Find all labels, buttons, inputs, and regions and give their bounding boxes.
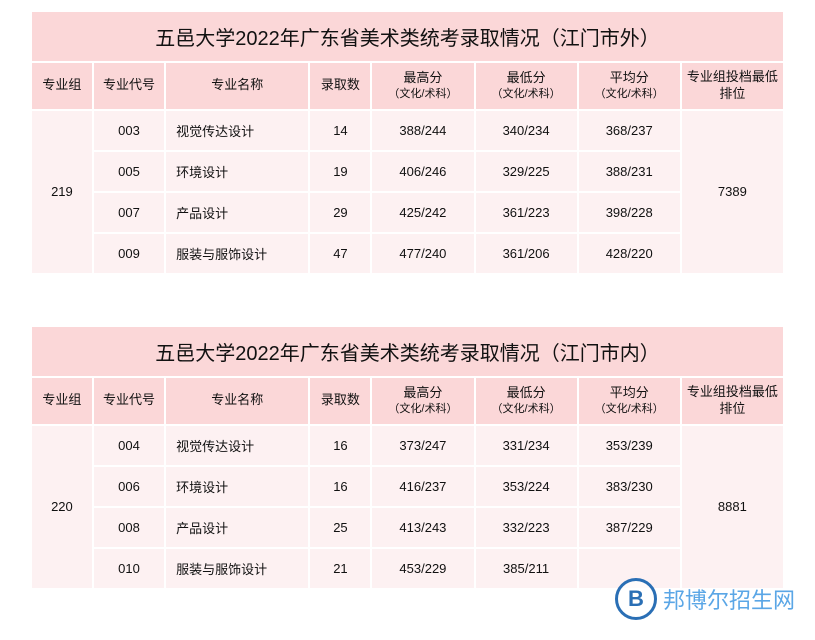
cell-name: 环境设计 (165, 466, 309, 507)
cell-name: 服装与服饰设计 (165, 548, 309, 589)
cell-max: 477/240 (371, 233, 474, 274)
col-rank: 专业组投档最低排位 (681, 62, 784, 110)
cell-code: 006 (93, 466, 165, 507)
cell-name: 环境设计 (165, 151, 309, 192)
cell-min: 329/225 (475, 151, 578, 192)
col-max: 最高分（文化/术科） (371, 377, 474, 425)
table-row: 220004视觉传达设计16373/247331/234353/2398881 (31, 425, 784, 466)
col-group: 专业组 (31, 62, 93, 110)
cell-count: 47 (309, 233, 371, 274)
cell-count: 19 (309, 151, 371, 192)
cell-min: 353/224 (475, 466, 578, 507)
col-min: 最低分（文化/术科） (475, 62, 578, 110)
cell-name: 视觉传达设计 (165, 110, 309, 151)
col-count: 录取数 (309, 377, 371, 425)
cell-rank: 8881 (681, 425, 784, 589)
admission-table: 五邑大学2022年广东省美术类统考录取情况（江门市外）专业组专业代号专业名称录取… (30, 10, 785, 275)
col-name: 专业名称 (165, 62, 309, 110)
cell-max: 373/247 (371, 425, 474, 466)
cell-group: 220 (31, 425, 93, 589)
table-title: 五邑大学2022年广东省美术类统考录取情况（江门市内） (31, 326, 784, 377)
table-row: 219003视觉传达设计14388/244340/234368/2377389 (31, 110, 784, 151)
cell-count: 16 (309, 425, 371, 466)
cell-min: 332/223 (475, 507, 578, 548)
cell-code: 004 (93, 425, 165, 466)
col-min: 最低分（文化/术科） (475, 377, 578, 425)
cell-name: 产品设计 (165, 507, 309, 548)
cell-code: 009 (93, 233, 165, 274)
col-avg: 平均分（文化/术科） (578, 62, 681, 110)
cell-count: 21 (309, 548, 371, 589)
cell-count: 25 (309, 507, 371, 548)
cell-count: 29 (309, 192, 371, 233)
table-row: 009服装与服饰设计47477/240361/206428/220 (31, 233, 784, 274)
cell-min: 361/206 (475, 233, 578, 274)
cell-count: 16 (309, 466, 371, 507)
cell-code: 010 (93, 548, 165, 589)
cell-name: 服装与服饰设计 (165, 233, 309, 274)
col-code: 专业代号 (93, 62, 165, 110)
cell-max: 453/229 (371, 548, 474, 589)
cell-max: 416/237 (371, 466, 474, 507)
col-name: 专业名称 (165, 377, 309, 425)
cell-max: 406/246 (371, 151, 474, 192)
cell-count: 14 (309, 110, 371, 151)
cell-group: 219 (31, 110, 93, 274)
col-avg: 平均分（文化/术科） (578, 377, 681, 425)
cell-max: 413/243 (371, 507, 474, 548)
cell-avg (578, 548, 681, 589)
cell-avg: 387/229 (578, 507, 681, 548)
cell-min: 385/211 (475, 548, 578, 589)
col-count: 录取数 (309, 62, 371, 110)
cell-name: 视觉传达设计 (165, 425, 309, 466)
table-row: 006环境设计16416/237353/224383/230 (31, 466, 784, 507)
cell-avg: 428/220 (578, 233, 681, 274)
admission-table: 五邑大学2022年广东省美术类统考录取情况（江门市内）专业组专业代号专业名称录取… (30, 325, 785, 590)
cell-max: 388/244 (371, 110, 474, 151)
cell-name: 产品设计 (165, 192, 309, 233)
cell-min: 331/234 (475, 425, 578, 466)
cell-avg: 353/239 (578, 425, 681, 466)
table-row: 010服装与服饰设计21453/229385/211 (31, 548, 784, 589)
cell-min: 361/223 (475, 192, 578, 233)
cell-code: 008 (93, 507, 165, 548)
col-code: 专业代号 (93, 377, 165, 425)
cell-avg: 388/231 (578, 151, 681, 192)
cell-max: 425/242 (371, 192, 474, 233)
cell-code: 003 (93, 110, 165, 151)
col-max: 最高分（文化/术科） (371, 62, 474, 110)
col-group: 专业组 (31, 377, 93, 425)
cell-avg: 398/228 (578, 192, 681, 233)
cell-code: 005 (93, 151, 165, 192)
cell-min: 340/234 (475, 110, 578, 151)
col-rank: 专业组投档最低排位 (681, 377, 784, 425)
table-row: 007产品设计29425/242361/223398/228 (31, 192, 784, 233)
table-row: 008产品设计25413/243332/223387/229 (31, 507, 784, 548)
cell-avg: 383/230 (578, 466, 681, 507)
cell-code: 007 (93, 192, 165, 233)
table-title: 五邑大学2022年广东省美术类统考录取情况（江门市外） (31, 11, 784, 62)
cell-avg: 368/237 (578, 110, 681, 151)
cell-rank: 7389 (681, 110, 784, 274)
table-row: 005环境设计19406/246329/225388/231 (31, 151, 784, 192)
